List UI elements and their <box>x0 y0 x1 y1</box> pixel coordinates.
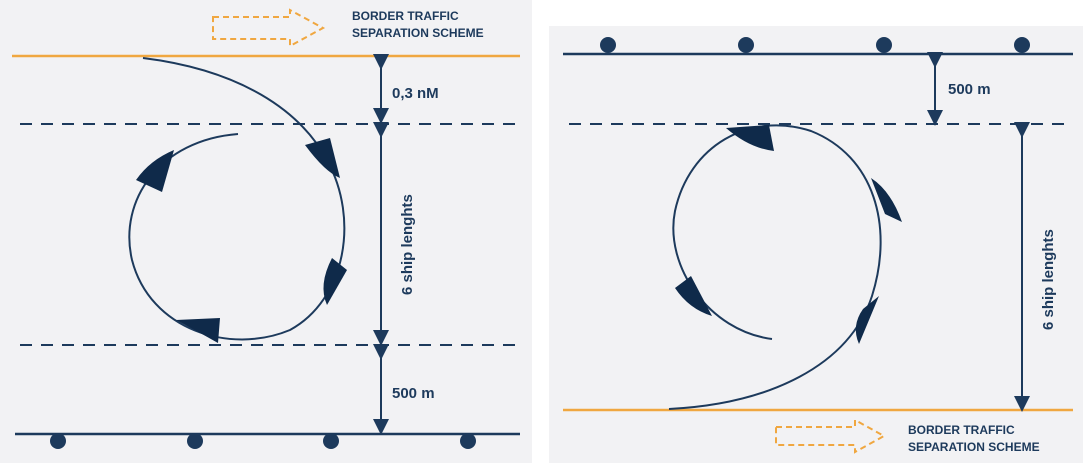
right-diagram-svg: 500 m 6 ship lenghts BORDER TRAFFIC SEPA… <box>563 37 1073 454</box>
ship-icon <box>675 276 712 316</box>
tss-label-line2: SEPARATION SCHEME <box>908 440 1040 454</box>
ship-icon <box>305 138 340 178</box>
ship-icon <box>726 125 774 151</box>
double-arrow-icon <box>927 52 1030 412</box>
ship-icon <box>855 296 879 344</box>
turning-track-path <box>668 124 882 410</box>
ship-icon <box>176 318 220 343</box>
buoy-icon <box>460 433 476 449</box>
tss-direction-arrow-icon <box>212 8 326 48</box>
ship-icon <box>136 150 174 192</box>
tss-label-line1: BORDER TRAFFIC <box>352 9 459 23</box>
diagram-left-panel: BORDER TRAFFIC SEPARATION SCHEME 0,3 nM … <box>0 0 532 463</box>
buoy-icon <box>876 37 892 53</box>
dim-label-middle: 6 ship lenghts <box>399 194 416 295</box>
tss-label-line2: SEPARATION SCHEME <box>352 26 484 40</box>
tss-direction-arrow-icon <box>775 418 887 454</box>
buoy-icon <box>50 433 66 449</box>
buoy-icon <box>738 37 754 53</box>
ship-icon <box>871 178 902 222</box>
diagram-right-panel: 500 m 6 ship lenghts BORDER TRAFFIC SEPA… <box>549 26 1083 463</box>
dim-label-top: 500 m <box>948 81 991 98</box>
turning-track-path <box>128 57 346 341</box>
buoy-icon <box>1014 37 1030 53</box>
dim-label-top: 0,3 nM <box>392 85 439 102</box>
dim-label-bottom: 500 m <box>392 385 435 402</box>
buoy-icon <box>187 433 203 449</box>
buoy-icon <box>600 37 616 53</box>
dim-label-middle: 6 ship lenghts <box>1040 229 1057 330</box>
left-diagram-svg: BORDER TRAFFIC SEPARATION SCHEME 0,3 nM … <box>12 8 520 449</box>
buoy-icon <box>323 433 339 449</box>
ship-icon <box>323 258 347 305</box>
tss-label-line1: BORDER TRAFFIC <box>908 423 1015 437</box>
